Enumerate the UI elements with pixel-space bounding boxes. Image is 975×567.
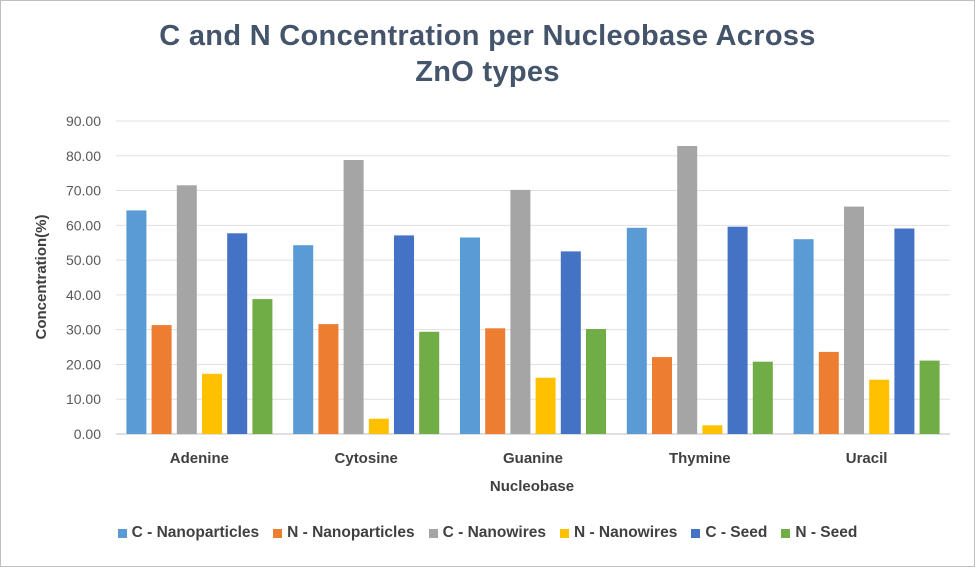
legend-item: N - Seed	[781, 524, 857, 542]
bar-n-nanoparticles-guanine	[485, 328, 506, 434]
legend-item: N - Nanoparticles	[273, 524, 415, 542]
bar-n-nanoparticles-cytosine	[318, 324, 339, 434]
legend-label: C - Seed	[705, 524, 768, 541]
bar-n-seed-guanine	[586, 329, 606, 434]
x-category-label: Thymine	[669, 450, 731, 467]
bar-n-nanowires-guanine	[535, 377, 556, 434]
y-tick-label: 30.00	[66, 322, 101, 338]
chart-title-line-1: C and N Concentration per Nucleobase Acr…	[159, 20, 816, 52]
y-tick-label: 40.00	[66, 287, 101, 303]
bar-c-nanowires-adenine	[176, 185, 197, 434]
legend-swatch	[559, 528, 569, 538]
bar-n-seed-adenine	[252, 299, 273, 434]
bar-c-seed-cytosine	[394, 235, 414, 434]
bar-c-nanoparticles-adenine	[126, 210, 147, 434]
bar-n-nanowires-thymine	[702, 425, 723, 434]
legend-item: N - Nanowires	[559, 524, 678, 542]
bar-n-seed-cytosine	[419, 331, 440, 434]
bar-c-nanowires-uracil	[844, 206, 864, 434]
y-tick-label: 50.00	[66, 252, 101, 268]
y-tick-label: 10.00	[66, 391, 101, 407]
chart-title: C and N Concentration per Nucleobase Acr…	[0, 18, 975, 90]
bar-c-seed-adenine	[227, 233, 248, 434]
legend-swatch	[428, 528, 438, 538]
bar-n-nanowires-cytosine	[368, 418, 389, 434]
bar-n-seed-thymine	[752, 361, 773, 434]
bar-c-nanowires-thymine	[677, 146, 698, 434]
chart-title-line-2: ZnO types	[415, 56, 560, 88]
bar-c-nanoparticles-guanine	[460, 237, 480, 434]
bar-c-nanoparticles-cytosine	[293, 245, 314, 434]
legend-label: N - Seed	[795, 524, 858, 541]
legend-item: C - Nanowires	[428, 524, 546, 542]
legend: C - Nanoparticles N - Nanoparticles C - Na…	[0, 524, 975, 542]
legend-swatch	[273, 528, 283, 538]
bar-n-nanowires-adenine	[202, 373, 222, 434]
bar-c-seed-thymine	[727, 226, 748, 434]
y-tick-label: 70.00	[66, 183, 101, 199]
legend-item: C - Nanoparticles	[117, 524, 260, 542]
legend-label: C - Nanoparticles	[131, 524, 260, 541]
bar-n-nanoparticles-thymine	[652, 357, 672, 434]
bar-c-nanowires-guanine	[510, 189, 531, 434]
legend-swatch	[781, 528, 791, 538]
bar-c-nanoparticles-uracil	[793, 239, 814, 434]
bar-c-seed-guanine	[560, 251, 581, 434]
y-tick-label: 60.00	[66, 217, 101, 233]
y-tick-label: 0.00	[74, 426, 101, 442]
legend-swatch	[691, 528, 701, 538]
x-axis-category-labels: Adenine Cytosine Guanine Thymine Uracil	[170, 450, 888, 467]
x-axis-title: Nucleobase	[490, 478, 574, 495]
legend-item: C - Seed	[691, 524, 767, 542]
legend-label: N - Nanowires	[573, 524, 678, 541]
x-category-label: Uracil	[846, 450, 888, 467]
y-tick-label: 90.00	[66, 113, 101, 129]
y-axis-tick-labels: 0.00 10.00 20.00 30.00 40.00 50.00 60.00 70.00 8…	[66, 113, 101, 442]
y-tick-label: 20.00	[66, 356, 101, 372]
y-tick-label: 80.00	[66, 148, 101, 164]
x-category-label: Cytosine	[335, 450, 398, 467]
bar-n-nanoparticles-uracil	[818, 351, 839, 434]
x-category-label: Adenine	[170, 450, 229, 467]
bars	[126, 146, 940, 434]
x-category-label: Guanine	[503, 450, 563, 467]
bar-c-seed-uracil	[894, 228, 915, 434]
bar-n-nanowires-uracil	[869, 379, 890, 434]
legend-label: N - Nanoparticles	[287, 524, 415, 541]
bar-n-seed-uracil	[919, 360, 940, 434]
legend-label: C - Nanowires	[442, 524, 546, 541]
legend-swatch	[117, 528, 127, 538]
bar-c-nanoparticles-thymine	[626, 227, 647, 434]
bar-n-nanoparticles-adenine	[151, 325, 172, 434]
bar-c-nanowires-cytosine	[343, 160, 364, 434]
y-axis-title: Concentration(%)	[33, 215, 50, 340]
